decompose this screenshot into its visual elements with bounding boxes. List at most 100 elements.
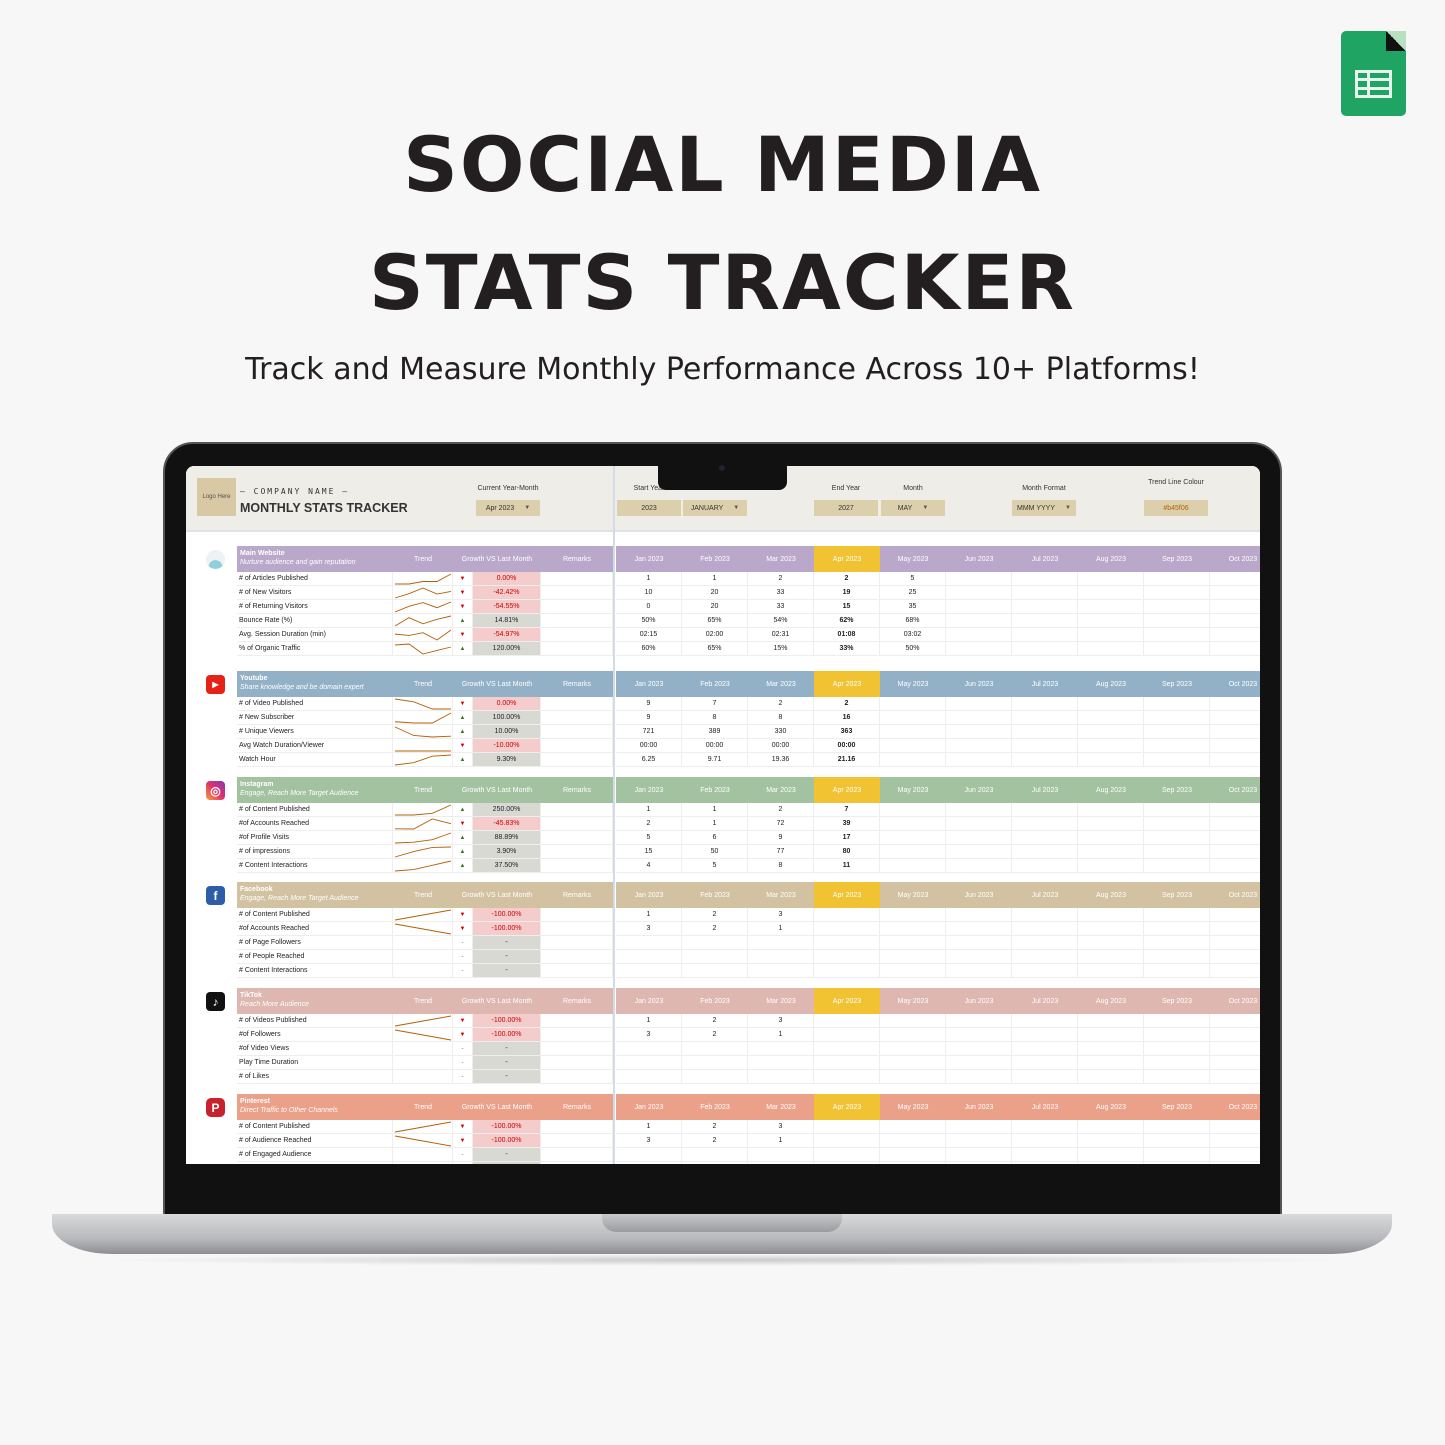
month-header[interactable]: Oct 2023 [1210, 777, 1260, 803]
month-value-cell[interactable]: 02:31 [748, 628, 814, 642]
month-value-cell[interactable] [1144, 572, 1210, 586]
month-header[interactable]: Jul 2023 [1012, 777, 1078, 803]
month-header[interactable]: Aug 2023 [1078, 546, 1144, 572]
month-header[interactable]: Sep 2023 [1144, 882, 1210, 908]
month-value-cell[interactable] [1012, 1148, 1078, 1162]
month-value-cell[interactable]: 54% [748, 614, 814, 628]
month-value-cell[interactable] [1210, 572, 1260, 586]
month-value-cell[interactable] [1078, 859, 1144, 873]
remarks-cell[interactable] [541, 628, 613, 642]
month-value-cell[interactable] [814, 1056, 880, 1070]
remarks-cell[interactable] [541, 600, 613, 614]
month-value-cell[interactable] [1012, 1028, 1078, 1042]
month-value-cell[interactable] [748, 936, 814, 950]
remarks-cell[interactable] [541, 908, 613, 922]
month-value-cell[interactable]: 4 [616, 859, 682, 873]
month-value-cell[interactable] [814, 950, 880, 964]
month-value-cell[interactable]: 33 [748, 586, 814, 600]
month-value-cell[interactable] [1078, 586, 1144, 600]
month-value-cell[interactable] [814, 936, 880, 950]
month-value-cell[interactable]: 00:00 [748, 739, 814, 753]
frozen-column-divider[interactable] [613, 466, 615, 1164]
month-header[interactable]: Mar 2023 [748, 988, 814, 1014]
remarks-cell[interactable] [541, 831, 613, 845]
month-value-cell[interactable] [880, 739, 946, 753]
row-label[interactable]: # of Likes [237, 1070, 393, 1084]
month-value-cell[interactable]: 5 [880, 572, 946, 586]
control-input[interactable]: 2023 [617, 500, 681, 516]
month-value-cell[interactable] [1210, 859, 1260, 873]
month-value-cell[interactable]: 3 [616, 922, 682, 936]
month-value-cell[interactable] [880, 803, 946, 817]
month-value-cell[interactable]: 16 [814, 711, 880, 725]
month-value-cell[interactable] [1210, 628, 1260, 642]
row-label[interactable]: # of Video Published [237, 697, 393, 711]
row-label[interactable]: Watch Hour [237, 753, 393, 767]
month-value-cell[interactable] [1012, 1134, 1078, 1148]
month-value-cell[interactable] [1144, 831, 1210, 845]
row-label[interactable]: # of Articles Published [237, 572, 393, 586]
month-header[interactable]: Mar 2023 [748, 777, 814, 803]
remarks-cell[interactable] [541, 950, 613, 964]
chevron-down-icon[interactable]: ▼ [733, 505, 740, 511]
month-header[interactable]: Feb 2023 [682, 777, 748, 803]
row-label[interactable]: Bounce Rate (%) [237, 614, 393, 628]
month-value-cell[interactable] [1144, 922, 1210, 936]
month-value-cell[interactable] [946, 950, 1012, 964]
month-value-cell[interactable] [814, 1042, 880, 1056]
month-value-cell[interactable] [1144, 1028, 1210, 1042]
month-value-cell[interactable] [880, 1014, 946, 1028]
month-value-cell[interactable]: 15 [814, 600, 880, 614]
month-header[interactable]: May 2023 [880, 546, 946, 572]
month-value-cell[interactable]: 2 [814, 697, 880, 711]
month-value-cell[interactable]: 6.25 [616, 753, 682, 767]
row-label[interactable]: # Content Interactions [237, 964, 393, 978]
month-value-cell[interactable] [1078, 628, 1144, 642]
month-value-cell[interactable] [814, 964, 880, 978]
month-value-cell[interactable]: 6 [682, 831, 748, 845]
control-dropdown[interactable]: MAY ▼ [881, 500, 945, 516]
month-value-cell[interactable] [946, 711, 1012, 725]
month-header[interactable]: May 2023 [880, 1094, 946, 1120]
month-value-cell[interactable]: 19.36 [748, 753, 814, 767]
month-value-cell[interactable] [1012, 964, 1078, 978]
month-value-cell[interactable] [1210, 600, 1260, 614]
month-value-cell[interactable] [616, 964, 682, 978]
month-value-cell[interactable]: 8 [748, 859, 814, 873]
month-value-cell[interactable] [946, 1056, 1012, 1070]
month-value-cell[interactable]: 1 [682, 803, 748, 817]
month-value-cell[interactable] [1012, 572, 1078, 586]
month-value-cell[interactable] [1210, 614, 1260, 628]
month-value-cell[interactable] [1078, 1120, 1144, 1134]
remarks-cell[interactable] [541, 936, 613, 950]
month-value-cell[interactable] [880, 753, 946, 767]
month-value-cell[interactable] [1144, 1134, 1210, 1148]
month-value-cell[interactable] [1078, 1134, 1144, 1148]
month-value-cell[interactable] [880, 1042, 946, 1056]
month-value-cell[interactable] [946, 572, 1012, 586]
month-value-cell[interactable] [946, 936, 1012, 950]
month-value-cell[interactable]: 9 [616, 711, 682, 725]
month-header[interactable]: May 2023 [880, 777, 946, 803]
month-value-cell[interactable] [1078, 922, 1144, 936]
month-value-cell[interactable] [748, 1162, 814, 1164]
month-value-cell[interactable] [880, 922, 946, 936]
month-value-cell[interactable]: 2 [682, 1134, 748, 1148]
month-value-cell[interactable] [1210, 697, 1260, 711]
remarks-cell[interactable] [541, 739, 613, 753]
month-value-cell[interactable]: 1 [682, 572, 748, 586]
remarks-cell[interactable] [541, 642, 613, 656]
month-value-cell[interactable] [1078, 572, 1144, 586]
remarks-cell[interactable] [541, 711, 613, 725]
month-value-cell[interactable] [1144, 642, 1210, 656]
month-header[interactable]: Aug 2023 [1078, 671, 1144, 697]
row-label[interactable]: # of New Visitors [237, 586, 393, 600]
remarks-cell[interactable] [541, 572, 613, 586]
month-value-cell[interactable] [1144, 614, 1210, 628]
row-label[interactable]: # New Subscriber [237, 711, 393, 725]
month-value-cell[interactable] [1144, 1162, 1210, 1164]
remarks-cell[interactable] [541, 1028, 613, 1042]
month-value-cell[interactable] [1144, 817, 1210, 831]
month-value-cell[interactable]: 11 [814, 859, 880, 873]
month-value-cell[interactable] [1012, 936, 1078, 950]
